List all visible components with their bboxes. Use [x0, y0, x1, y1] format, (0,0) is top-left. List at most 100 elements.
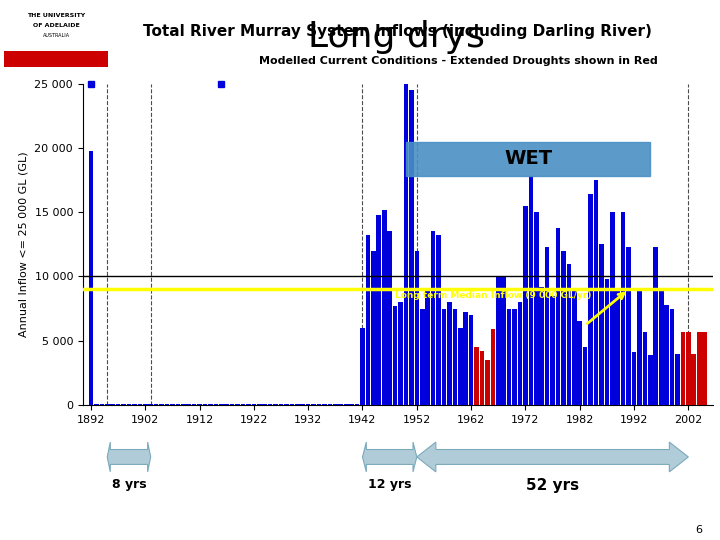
Bar — [322, 404, 327, 405]
Bar — [675, 354, 680, 405]
Bar — [556, 228, 560, 405]
Bar — [225, 404, 229, 405]
Bar — [251, 404, 256, 405]
Bar — [490, 329, 495, 405]
Text: THE UNIVERSITY: THE UNIVERSITY — [27, 13, 85, 18]
Bar — [572, 289, 577, 405]
Bar — [599, 244, 604, 405]
Bar — [284, 404, 289, 405]
Text: Long term Median Inflow (9 000 GL/yr): Long term Median Inflow (9 000 GL/yr) — [395, 291, 591, 300]
Bar — [382, 210, 387, 405]
Bar — [561, 251, 566, 405]
Bar — [539, 287, 544, 405]
Text: Total River Murray System Inflows (including Darling River): Total River Murray System Inflows (inclu… — [143, 24, 652, 39]
Bar — [583, 347, 588, 405]
Bar — [4, 3, 108, 66]
Bar — [474, 347, 479, 405]
Bar — [165, 404, 169, 405]
Bar — [452, 308, 457, 405]
Bar — [240, 404, 246, 405]
Bar — [208, 404, 212, 405]
Bar — [176, 404, 180, 405]
Bar — [192, 404, 197, 405]
Bar — [230, 404, 235, 405]
Bar — [4, 51, 108, 66]
Bar — [235, 404, 240, 405]
Bar — [328, 404, 332, 405]
Bar — [94, 404, 99, 405]
Bar — [626, 247, 631, 405]
Bar — [143, 404, 148, 405]
Bar — [154, 404, 158, 405]
Bar — [377, 215, 381, 405]
Bar — [349, 404, 354, 405]
Bar — [441, 308, 446, 405]
Bar — [534, 212, 539, 405]
Bar — [616, 289, 620, 405]
Bar — [507, 308, 511, 405]
Bar — [550, 296, 555, 405]
Bar — [289, 404, 294, 405]
Bar — [214, 404, 218, 405]
Bar — [110, 404, 115, 405]
Bar — [121, 404, 126, 405]
Bar — [464, 313, 468, 405]
Bar — [170, 404, 175, 405]
Bar — [458, 328, 462, 405]
Bar — [469, 315, 474, 405]
Bar — [643, 332, 647, 405]
Bar — [203, 404, 207, 405]
Text: 6: 6 — [695, 524, 702, 535]
Y-axis label: Annual Inflow <= 25 000 GL (GL): Annual Inflow <= 25 000 GL (GL) — [19, 152, 29, 337]
Bar — [148, 404, 153, 405]
Text: AUSTRALIA: AUSTRALIA — [42, 32, 70, 38]
Bar — [132, 404, 137, 405]
Bar — [159, 404, 164, 405]
Bar — [406, 141, 650, 176]
Bar — [219, 404, 224, 405]
Bar — [485, 360, 490, 405]
Bar — [545, 247, 549, 405]
Bar — [577, 321, 582, 405]
Bar — [680, 332, 685, 405]
Bar — [333, 404, 338, 405]
Bar — [138, 404, 142, 405]
Bar — [89, 151, 94, 405]
Bar — [127, 404, 131, 405]
Bar — [420, 308, 425, 405]
Bar — [480, 351, 485, 405]
Bar — [436, 235, 441, 405]
Bar — [686, 332, 690, 405]
Bar — [621, 212, 626, 405]
Bar — [344, 404, 348, 405]
Bar — [501, 276, 506, 405]
Bar — [197, 404, 202, 405]
Bar — [360, 328, 365, 405]
Bar — [317, 404, 321, 405]
Bar — [99, 404, 104, 405]
Bar — [105, 404, 109, 405]
Bar — [426, 289, 430, 405]
Bar — [594, 180, 598, 405]
Bar — [268, 404, 272, 405]
Bar — [355, 404, 359, 405]
Bar — [398, 302, 402, 405]
Bar — [670, 308, 675, 405]
Bar — [262, 404, 267, 405]
Bar — [186, 404, 191, 405]
Bar — [567, 264, 571, 405]
Bar — [654, 247, 658, 405]
Bar — [306, 404, 310, 405]
Text: 52 yrs: 52 yrs — [526, 478, 579, 494]
Bar — [697, 332, 701, 405]
Bar — [300, 404, 305, 405]
Bar — [279, 404, 284, 405]
Polygon shape — [417, 442, 688, 472]
Bar — [637, 291, 642, 405]
Bar — [415, 251, 419, 405]
Bar — [387, 232, 392, 405]
Bar — [404, 84, 408, 405]
Bar — [371, 251, 376, 405]
Bar — [338, 404, 343, 405]
Bar — [659, 289, 664, 405]
